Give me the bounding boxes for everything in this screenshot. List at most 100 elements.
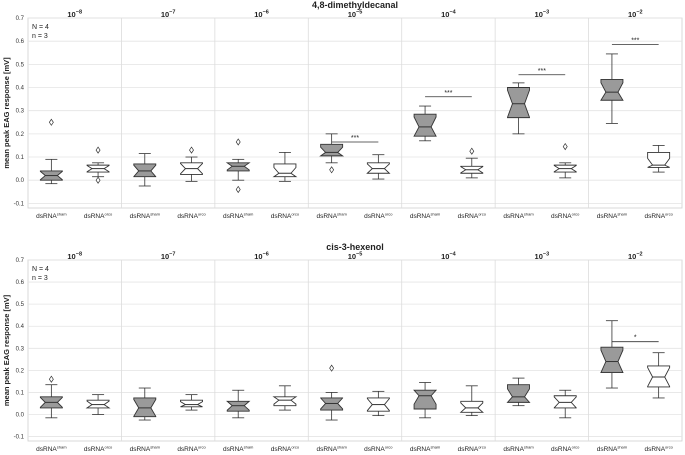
box-sham: dsRNAsham	[223, 138, 254, 220]
box-body	[413, 113, 437, 137]
x-tick-label: dsRNAsham	[130, 212, 161, 221]
x-tick-label: dsRNAorco	[458, 445, 487, 454]
box-orco: dsRNAorco	[458, 147, 487, 221]
box-sham: dsRNAsham	[36, 375, 67, 454]
box-orco: dsRNAorco	[271, 151, 300, 221]
y-tick-label: 0.1	[16, 155, 25, 161]
y-tick-label: -0.1	[14, 435, 25, 441]
box-body	[366, 162, 391, 174]
x-tick-label: dsRNAorco	[271, 212, 300, 221]
x-tick-label: dsRNAsham	[410, 212, 441, 221]
box-orco: dsRNAorco	[84, 394, 113, 454]
outlier-point	[469, 147, 475, 155]
outlier-point	[329, 166, 335, 174]
y-tick-label: 0.2	[16, 132, 25, 138]
box-body	[272, 396, 298, 407]
y-tick-label: 0.1	[16, 390, 25, 396]
plot-area	[27, 17, 683, 209]
box-orco: dsRNAorco	[84, 146, 113, 221]
outlier-point	[95, 176, 101, 184]
box-body	[133, 397, 157, 418]
concentration-label: 10−7	[161, 10, 176, 20]
y-tick-label: 0.5	[16, 302, 25, 308]
x-tick-label: dsRNAorco	[551, 445, 580, 454]
box-orco: dsRNAorco	[458, 385, 487, 454]
x-tick-label: dsRNAorco	[364, 212, 393, 221]
box-orco: dsRNAorco	[364, 390, 393, 454]
box-sham: dsRNAsham	[410, 105, 441, 221]
x-tick-label: dsRNAsham	[503, 212, 534, 221]
box-body	[226, 400, 251, 412]
box-sham: dsRNAsham	[597, 53, 628, 221]
significance-label: ***	[538, 68, 546, 75]
box-body	[600, 346, 624, 374]
sample-size-annotation: N = 4	[32, 24, 49, 31]
concentration-label: 10−6	[254, 252, 269, 262]
y-tick-label: 0.7	[16, 16, 25, 22]
y-tick-label: 0.4	[16, 324, 25, 330]
concentration-label: 10−4	[441, 252, 457, 262]
box-orco: dsRNAorco	[177, 146, 206, 220]
box-orco: dsRNAorco	[551, 389, 580, 454]
x-tick-label: dsRNAsham	[503, 445, 534, 454]
box-sham: dsRNAsham	[316, 133, 347, 221]
x-tick-label: dsRNAsham	[597, 212, 628, 221]
y-tick-label: 0.4	[16, 86, 25, 92]
box-body	[600, 78, 624, 101]
x-tick-label: dsRNAorco	[364, 445, 393, 454]
concentration-label: 10−7	[161, 252, 176, 262]
concentration-label: 10−8	[67, 252, 82, 262]
x-tick-label: dsRNAorco	[177, 445, 206, 454]
concentration-label: 10−6	[254, 10, 269, 20]
y-tick-label: 0.2	[16, 368, 25, 374]
outlier-point	[48, 375, 54, 383]
box-sham: dsRNAsham	[503, 377, 534, 454]
outlier-point	[235, 138, 241, 146]
plot-area	[27, 259, 683, 442]
significance-label: *	[634, 335, 637, 342]
y-tick-label: 0.5	[16, 62, 25, 68]
x-tick-label: dsRNAorco	[551, 212, 580, 221]
box-body	[459, 400, 484, 413]
y-tick-label: -0.1	[14, 201, 25, 207]
concentration-label: 10−3	[535, 10, 550, 20]
x-tick-label: dsRNAsham	[36, 445, 67, 454]
x-tick-label: dsRNAorco	[458, 212, 487, 221]
box-body	[413, 389, 438, 410]
sample-size-annotation: N = 4	[32, 266, 49, 273]
box-body	[506, 384, 531, 403]
y-tick-label: 0.0	[16, 178, 25, 184]
y-tick-label: 0.0	[16, 413, 25, 419]
panel-2: -0.1 0.0 0.1 0.2 0.3 0.4 0.5 0.6 0.7 cis-3-hexeno…	[2, 242, 683, 454]
x-tick-label: dsRNAorco	[644, 445, 673, 454]
box-orco: dsRNAorco	[644, 352, 674, 454]
box-body	[272, 163, 298, 178]
box-body	[647, 365, 671, 388]
outlier-point	[235, 185, 241, 194]
x-tick-label: dsRNAsham	[316, 212, 347, 221]
x-tick-label: dsRNAsham	[410, 445, 441, 454]
y-tick-label: 0.6	[16, 39, 25, 45]
concentration-label: 10−5	[348, 10, 363, 20]
outlier-point	[48, 118, 54, 126]
y-axis-label: mean peak EAG response [mV]	[2, 294, 11, 406]
x-tick-label: dsRNAorco	[84, 445, 113, 454]
box-sham: dsRNAsham	[410, 382, 441, 454]
x-tick-label: dsRNAsham	[223, 445, 254, 454]
box-orco: dsRNAorco	[551, 142, 580, 221]
chart-title: cis-3-hexenol	[326, 242, 384, 252]
box-orco: dsRNAorco	[177, 394, 206, 454]
concentration-label: 10−4	[441, 10, 457, 20]
concentration-label: 10−5	[348, 252, 363, 262]
x-tick-label: dsRNAsham	[36, 212, 67, 221]
box-body	[319, 143, 345, 157]
box-sham: dsRNAsham	[597, 320, 628, 453]
x-tick-label: dsRNAorco	[84, 212, 113, 221]
x-tick-label: dsRNAorco	[644, 212, 673, 221]
outlier-point	[189, 146, 194, 154]
box-body	[320, 397, 344, 411]
sample-size-annotation: n = 3	[32, 275, 48, 282]
sample-size-annotation: n = 3	[32, 33, 48, 40]
box-orco: dsRNAorco	[644, 145, 674, 221]
